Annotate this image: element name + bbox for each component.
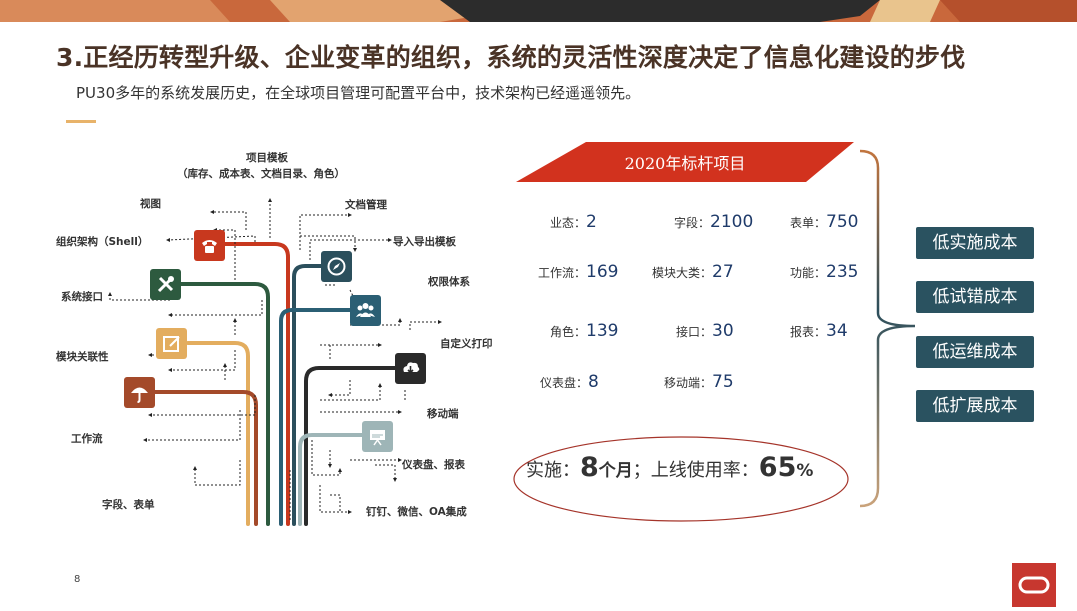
oracle-logo-icon [1012,563,1056,607]
cost-button-extension: 低扩展成本 [916,390,1034,422]
edit-icon [156,328,187,359]
stat-item: 角色：139 [550,321,619,341]
benchmark-title: 2020年标杆项目 [624,154,746,173]
cost-button-maintenance: 低运维成本 [916,336,1034,368]
download-icon [395,353,426,384]
tree-branches [108,198,442,526]
stat-item: 功能：235 [790,262,859,282]
label-dingtalk: 钉钉、微信、OA集成 [366,506,467,518]
stat-item: 接口：30 [676,321,734,341]
label-module-relation: 模块关联性 [56,351,109,363]
stat-item: 模块大类：27 [652,262,734,282]
label-custom-print: 自定义打印 [440,338,493,350]
architecture-tree-diagram: 项目模板 （库存、成本表、文档目录、角色） 视图 文档管理 组织架构（Shell… [50,140,500,530]
page-title: 3.正经历转型升级、企业变革的组织，系统的灵活性深度决定了信息化建设的步伐 [56,43,966,72]
compass-icon [321,251,352,282]
label-import-export: 导入导出模板 [393,236,456,248]
users-icon [350,295,381,326]
summary-ellipse [513,436,849,522]
stat-item: 表单：750 [790,212,859,232]
page-number: 8 [74,574,81,585]
label-org-structure: 组织架构（Shell） [56,236,149,248]
label-system-interface: 系统接口 [61,291,103,303]
label-project-template: 项目模板 [246,152,288,164]
phone-icon [194,230,225,261]
stat-item: 仪表盘：8 [540,372,599,392]
label-permission: 权限体系 [428,276,470,288]
presentation-icon [362,421,393,452]
benchmark-banner [516,142,854,182]
accent-divider [66,120,96,123]
label-doc-mgmt: 文档管理 [345,199,387,211]
stat-item: 字段：2100 [674,212,754,232]
umbrella-icon [124,377,155,408]
label-view: 视图 [140,198,161,210]
label-project-template-detail: （库存、成本表、文档目录、角色） [177,168,345,180]
tools-icon [150,269,181,300]
label-workflow: 工作流 [71,433,103,445]
page-subtitle: PU30多年的系统发展历史，在全球项目管理可配置平台中，技术架构已经遥遥领先。 [76,84,641,102]
cost-button-implementation: 低实施成本 [916,227,1034,259]
stat-item: 报表：34 [790,321,848,341]
stat-item: 工作流：169 [538,262,619,282]
label-dashboard-report: 仪表盘、报表 [402,459,465,471]
summary-text: 实施：8个月；上线使用率：65% [526,452,814,483]
stat-item: 业态：2 [550,212,597,232]
label-field-form: 字段、表单 [102,499,155,511]
top-decorative-banner [0,0,1077,22]
label-mobile: 移动端 [427,408,459,420]
stat-item: 移动端：75 [664,372,734,392]
cost-button-trial: 低试错成本 [916,281,1034,313]
gradient-brace [859,149,916,508]
